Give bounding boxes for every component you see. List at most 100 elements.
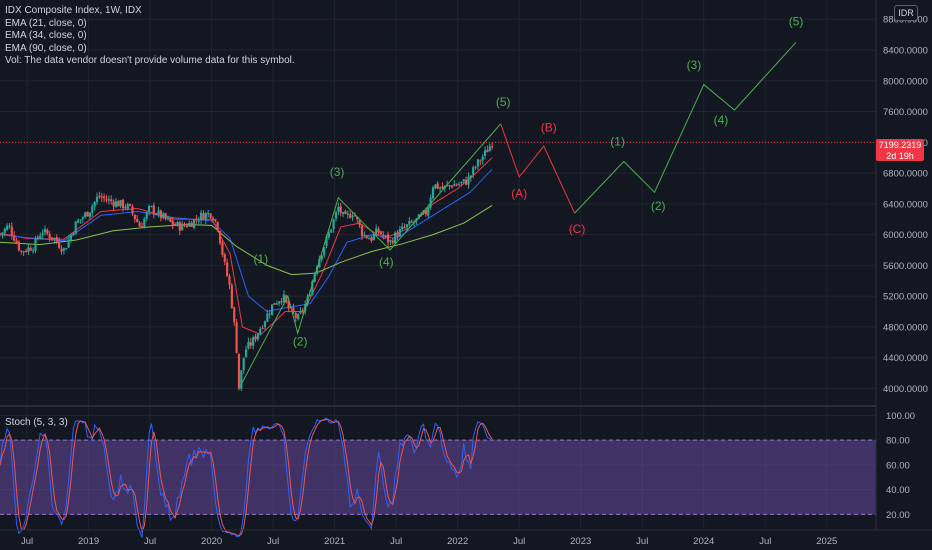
candle-body	[147, 206, 151, 212]
wave-label[interactable]: (3)	[687, 58, 702, 72]
candle-body	[138, 222, 141, 227]
candle-body	[48, 233, 51, 239]
candle-body	[166, 217, 170, 219]
candle-body	[67, 239, 70, 248]
candle-body	[133, 214, 136, 220]
wave-label[interactable]: (2)	[651, 199, 666, 213]
candle-body	[474, 166, 477, 168]
candle-body	[209, 213, 212, 218]
stoch-legend[interactable]: Stoch (5, 3, 3)	[5, 417, 68, 428]
time-tick-label: 2019	[78, 536, 99, 547]
candle-body	[39, 235, 42, 240]
candle-body	[438, 187, 442, 189]
wave-label[interactable]: (A)	[511, 187, 527, 201]
candle-body	[107, 199, 110, 201]
correction-wave-path[interactable]	[500, 123, 576, 214]
stoch-tick-label: 100.00	[886, 411, 915, 422]
wave-label[interactable]: (4)	[714, 113, 729, 127]
candle-body	[292, 307, 295, 313]
candle-body	[60, 248, 63, 252]
wave-label[interactable]: (1)	[253, 252, 268, 266]
legend-title[interactable]: IDX Composite Index, 1W, IDX	[5, 5, 142, 16]
time-tick-label: Jul	[513, 536, 525, 547]
candle-body	[3, 228, 6, 233]
candle-body	[268, 313, 271, 315]
candle-body	[450, 185, 454, 188]
candle-body	[405, 224, 409, 228]
time-tick-label: 2025	[816, 536, 837, 547]
candle-body	[330, 229, 333, 233]
candle-body	[396, 233, 399, 237]
candle-body	[50, 237, 54, 240]
candle-body	[32, 250, 35, 252]
candle-body	[410, 221, 413, 223]
wave-label[interactable]: (1)	[610, 134, 625, 148]
wave-label[interactable]: (5)	[496, 95, 511, 109]
candle-body	[211, 218, 215, 221]
price-tick-label: 6400.0000	[883, 199, 928, 210]
price-tick-label: 5600.0000	[883, 261, 928, 272]
candle-body	[431, 187, 435, 199]
wave-label[interactable]: (3)	[330, 165, 345, 179]
legend-ema34[interactable]: EMA (34, close, 0)	[5, 30, 87, 41]
impulse-wave-path[interactable]	[238, 123, 502, 390]
price-tick-label: 4800.0000	[883, 322, 928, 333]
candle-body	[155, 214, 158, 216]
price-tick-label: 8400.0000	[883, 46, 928, 57]
candle-body	[228, 276, 231, 285]
candle-body	[36, 237, 39, 239]
candle-body	[280, 301, 283, 303]
candle-body	[346, 213, 349, 215]
ema-line-2	[0, 168, 493, 313]
candle-body	[15, 240, 18, 244]
wave-label[interactable]: (2)	[293, 334, 308, 348]
candle-body	[311, 281, 314, 295]
candle-body	[126, 204, 129, 209]
candle-body	[221, 242, 224, 255]
candle-body	[55, 237, 58, 242]
candle-body	[20, 250, 23, 252]
candle-body	[124, 207, 127, 209]
candle-body	[178, 222, 181, 231]
candle-body	[363, 234, 366, 236]
wave-label[interactable]: (B)	[541, 121, 557, 135]
legend-ema21[interactable]: EMA (21, close, 0)	[5, 17, 87, 29]
stoch-band	[0, 440, 876, 515]
candle-body	[129, 203, 132, 206]
candle-body	[349, 214, 352, 218]
candle-body	[190, 222, 193, 228]
candle-body	[5, 225, 9, 230]
candle-body	[185, 225, 189, 227]
candle-body	[382, 234, 385, 236]
stoch-d-line	[0, 418, 493, 537]
time-tick-label: 2024	[693, 536, 714, 547]
candle-body	[308, 294, 312, 297]
stoch-axis[interactable]: 100.00 80.00 60.00 40.00 20.00	[886, 411, 915, 521]
wave-label[interactable]: (C)	[569, 222, 586, 236]
candle-body	[27, 247, 30, 252]
elliott-wave-lines	[238, 41, 797, 390]
candle-body	[301, 310, 304, 312]
time-tick-label: Jul	[636, 536, 648, 547]
projection-wave-path[interactable]	[574, 41, 797, 214]
candle-body	[84, 212, 87, 218]
candle-body	[131, 206, 134, 214]
candle-body	[436, 183, 439, 189]
candle-body	[121, 199, 125, 209]
candle-body	[100, 196, 103, 198]
candle-body	[379, 231, 383, 235]
stoch-tick-label: 80.00	[886, 436, 910, 447]
candle-body	[299, 310, 302, 314]
candle-body	[408, 220, 411, 225]
time-axis[interactable]: Jul 2019 Jul 2020 Jul 2021 Jul 2022 Jul 2023 Jul 20…	[21, 536, 837, 547]
wave-label[interactable]: (5)	[789, 14, 804, 28]
wave-label[interactable]: (4)	[379, 255, 394, 269]
legend-ema90[interactable]: EMA (90, close, 0)	[5, 42, 87, 54]
candle-body	[403, 227, 406, 229]
currency-badge[interactable]: IDR	[894, 5, 918, 21]
candle-body	[176, 222, 179, 226]
candle-body	[202, 213, 205, 220]
candle-body	[58, 241, 61, 248]
legend-volume[interactable]: Vol: The data vendor doesn't provide vol…	[5, 55, 295, 66]
